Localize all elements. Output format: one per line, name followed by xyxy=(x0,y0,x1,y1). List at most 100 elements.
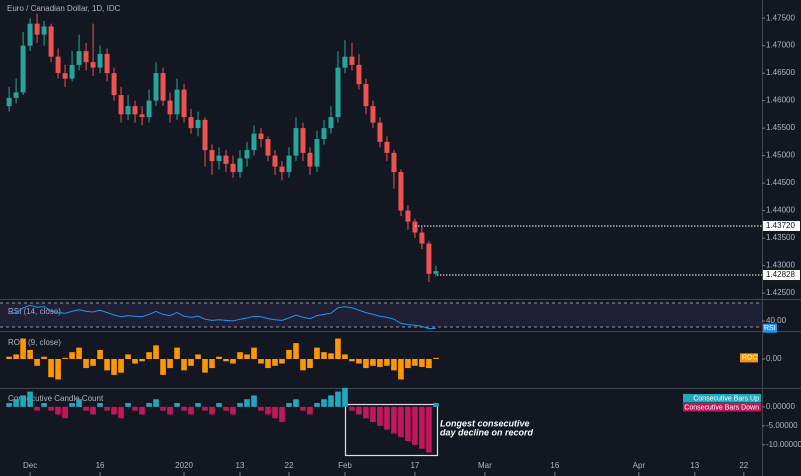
x-tick-label: 22 xyxy=(285,461,294,470)
bar xyxy=(265,406,271,415)
bar xyxy=(188,359,194,366)
candle-body xyxy=(48,26,54,57)
bar xyxy=(356,359,362,364)
price-tag xyxy=(763,220,800,231)
bar xyxy=(174,347,180,359)
bar xyxy=(405,406,411,442)
bar xyxy=(216,403,222,407)
y-tick-label: 1.46000 xyxy=(766,96,795,105)
bar xyxy=(342,387,348,407)
bar xyxy=(272,359,278,366)
bar xyxy=(90,406,96,415)
x-tick-label: 13 xyxy=(690,461,699,470)
bar xyxy=(300,359,306,371)
candle-body xyxy=(384,141,390,153)
bar xyxy=(20,338,26,359)
bar xyxy=(34,359,40,366)
bar xyxy=(370,359,376,366)
bar xyxy=(412,359,418,366)
bar xyxy=(307,359,313,369)
bar xyxy=(20,395,26,407)
bar xyxy=(405,359,411,369)
candle-body xyxy=(195,119,201,129)
x-tick-label: 16 xyxy=(550,461,559,470)
candle-body xyxy=(293,128,299,156)
bar xyxy=(181,406,187,411)
value-tag xyxy=(740,353,758,363)
y-tick-label: 0.00 xyxy=(766,354,782,363)
bar xyxy=(244,354,250,359)
y-tick-label: 1.43000 xyxy=(766,261,795,270)
candle-body xyxy=(41,26,47,35)
bar xyxy=(363,406,369,419)
bar xyxy=(265,359,271,369)
candle-body xyxy=(20,45,26,93)
bar xyxy=(83,359,89,369)
legend-label: Consecutive Bars Down xyxy=(684,404,759,411)
candle-body xyxy=(13,92,19,98)
y-tick-label: -5.00000 xyxy=(766,421,798,430)
x-tick-label: Apr xyxy=(633,461,646,470)
value-tag-label: ROC xyxy=(742,355,758,362)
bar xyxy=(13,399,19,407)
bar xyxy=(286,403,292,407)
candle-body xyxy=(181,89,187,118)
candle-body xyxy=(370,106,376,123)
bar xyxy=(195,403,201,407)
candle-body xyxy=(419,232,425,244)
bar xyxy=(202,359,208,373)
bar xyxy=(349,359,355,362)
y-tick-label: 1.43500 xyxy=(766,233,795,242)
bar xyxy=(125,403,131,407)
candle-body xyxy=(363,84,369,107)
bar xyxy=(321,399,327,407)
candle-body xyxy=(160,73,166,101)
bar xyxy=(209,406,215,415)
bar xyxy=(6,356,12,359)
price-tag xyxy=(763,270,800,281)
bar xyxy=(258,406,264,411)
y-tick-label: 1.47000 xyxy=(766,41,795,50)
bar xyxy=(377,406,383,426)
candle-body xyxy=(202,119,208,151)
candle-body xyxy=(209,150,215,162)
candle-body xyxy=(223,155,229,164)
bar xyxy=(349,406,355,411)
bar xyxy=(160,359,166,375)
candle-body xyxy=(125,106,131,115)
annotation: day decline on record xyxy=(440,427,534,437)
bar xyxy=(167,406,173,415)
bar xyxy=(6,403,12,407)
bar xyxy=(335,338,341,359)
candle-body xyxy=(342,56,348,68)
bar xyxy=(13,354,19,359)
y-tick-label: 1.45500 xyxy=(766,123,795,132)
bar xyxy=(69,352,75,359)
bar xyxy=(426,406,432,453)
x-tick-label: 2020 xyxy=(175,461,193,470)
candle-body xyxy=(216,155,222,162)
bar xyxy=(377,359,383,367)
bar xyxy=(146,403,152,407)
bar xyxy=(307,406,313,415)
candle-body xyxy=(104,53,110,74)
bar xyxy=(111,406,117,415)
bar xyxy=(433,403,439,407)
y-tick-label: 1.44000 xyxy=(766,206,795,215)
candle-body xyxy=(76,51,82,65)
bar xyxy=(237,403,243,407)
candle-body xyxy=(251,133,257,151)
bar xyxy=(300,406,306,411)
candle-body xyxy=(111,73,117,96)
candle-body xyxy=(426,243,432,274)
candle-body xyxy=(83,51,89,63)
bar xyxy=(125,354,131,359)
y-tick-label: 0.00000 xyxy=(766,402,795,411)
bar xyxy=(293,343,299,359)
candle-body xyxy=(349,56,355,65)
candle-body xyxy=(300,128,306,153)
y-tick-label: -10.00000 xyxy=(766,440,801,449)
candle-body xyxy=(391,152,397,173)
